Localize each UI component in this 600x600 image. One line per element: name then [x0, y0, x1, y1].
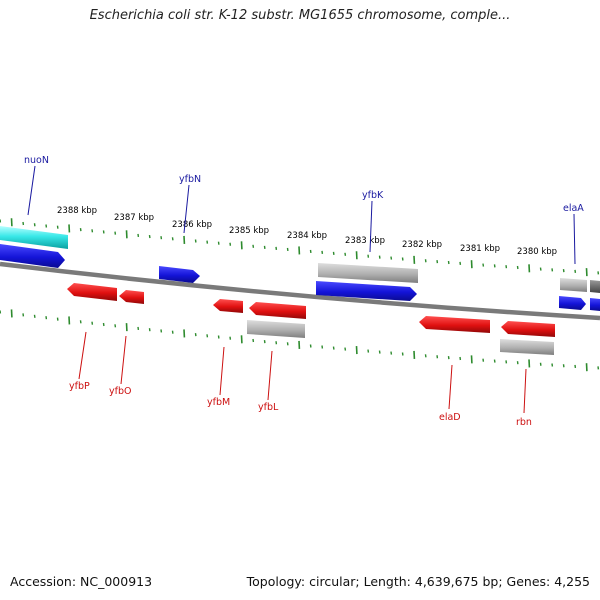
gene-elaD-feature[interactable]: [419, 316, 490, 333]
kbp-label: 2383 kbp: [345, 236, 385, 246]
gene-yfbK-feature[interactable]: [318, 263, 418, 283]
gene-label-yfbM[interactable]: yfbM: [207, 397, 230, 408]
topology-label: Topology: circular; Length: 4,639,675 bp…: [246, 574, 590, 589]
kbp-label: 2382 kbp: [402, 240, 442, 250]
inner-tick-track: [0, 309, 600, 372]
map-title: Escherichia coli str. K-12 substr. MG165…: [89, 8, 511, 23]
gene-forward-feature[interactable]: [159, 266, 200, 283]
gene-label-yfbP[interactable]: yfbP: [69, 381, 90, 392]
gene-label-elaA[interactable]: elaA: [563, 203, 584, 214]
kbp-label: 2387 kbp: [114, 213, 154, 223]
gene-forward-feature[interactable]: [559, 296, 586, 310]
gene-label-yfbO[interactable]: yfbO: [109, 386, 131, 397]
gene-feature[interactable]: [590, 280, 600, 293]
gene-nuoN-feature[interactable]: [0, 226, 68, 249]
kbp-label: 2384 kbp: [287, 231, 327, 241]
reverse-gene-labels: yfbP yfbO yfbM yfbL elaD rbn: [69, 331, 532, 428]
gene-elaA-feature[interactable]: [560, 278, 587, 292]
accession-label: Accession: NC_000913: [10, 574, 153, 589]
gene-yfbL-feature[interactable]: [249, 302, 306, 319]
chromosome-backbone: [0, 261, 600, 321]
gene-yfbP-feature[interactable]: [67, 283, 117, 301]
forward-gene-labels: nuoN yfbN yfbK elaA: [24, 155, 584, 265]
kbp-label: 2385 kbp: [229, 226, 269, 236]
gene-forward-feature[interactable]: [0, 244, 65, 268]
gene-label-nuoN[interactable]: nuoN: [24, 155, 49, 166]
kbp-scale: 2388 kbp 2387 kbp 2386 kbp 2385 kbp 2384…: [57, 206, 557, 257]
reverse-strand-features: [67, 283, 555, 355]
gene-label-yfbL[interactable]: yfbL: [258, 402, 279, 413]
gene-label-yfbN[interactable]: yfbN: [179, 174, 201, 185]
gene-yfbO-feature[interactable]: [119, 290, 144, 304]
kbp-label: 2388 kbp: [57, 206, 97, 216]
gene-feature[interactable]: [500, 339, 554, 355]
kbp-label: 2380 kbp: [517, 247, 557, 257]
outer-tick-track: [0, 218, 600, 277]
kbp-label: 2381 kbp: [460, 244, 500, 254]
gene-label-elaD[interactable]: elaD: [439, 412, 461, 423]
gene-label-yfbK[interactable]: yfbK: [362, 190, 384, 201]
gene-label-rbn[interactable]: rbn: [516, 417, 532, 428]
gene-rbn-feature[interactable]: [501, 321, 555, 337]
gene-forward-feature[interactable]: [590, 298, 600, 311]
forward-strand-features: [0, 226, 600, 311]
gene-yfbM-feature[interactable]: [213, 299, 243, 313]
gene-feature[interactable]: [247, 320, 305, 338]
kbp-label: 2386 kbp: [172, 220, 212, 230]
gene-forward-feature[interactable]: [316, 281, 417, 301]
